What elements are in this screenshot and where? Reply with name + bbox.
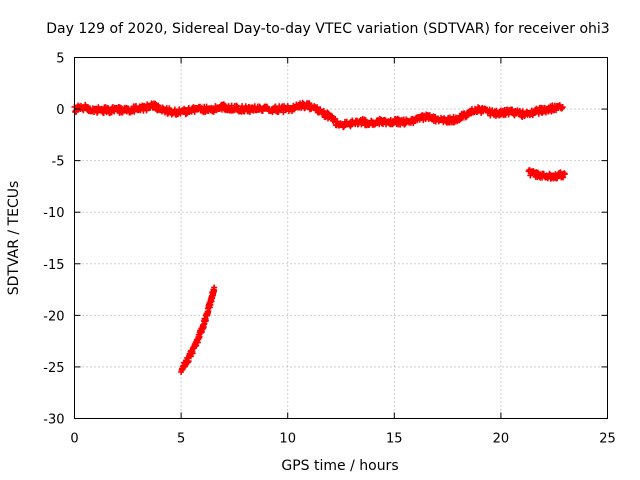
data-series (71, 99, 568, 375)
x-tick-label: 10 (279, 432, 296, 447)
axis-ticks: 0 5 10 15 20 25 5 0 -5 -10 -15 -20 -25 -30 (43, 52, 616, 447)
x-axis-label: GPS time / hours (281, 458, 398, 474)
series-steep-arc (178, 284, 218, 375)
y-tick-label: -15 (43, 258, 64, 273)
y-tick-label: 0 (56, 103, 64, 118)
data-point (211, 284, 218, 291)
y-tick-label: -30 (43, 413, 64, 428)
x-tick-label: 20 (493, 432, 510, 447)
y-tick-label: -10 (43, 206, 64, 221)
x-tick-label: 15 (386, 432, 403, 447)
data-point (332, 115, 339, 122)
y-tick-label: -5 (52, 155, 65, 170)
data-point (306, 100, 313, 107)
chart-title: Day 129 of 2020, Sidereal Day-to-day VTE… (46, 21, 609, 37)
y-axis-label: SDTVAR / TECUs (6, 181, 22, 296)
x-tick-label: 0 (70, 432, 78, 447)
series-main-arc (71, 99, 566, 131)
data-point (362, 117, 369, 124)
y-tick-label: -25 (43, 361, 64, 376)
y-tick-label: 5 (56, 52, 64, 67)
x-tick-label: 5 (177, 432, 185, 447)
data-point (559, 104, 566, 111)
plot-frame (74, 57, 608, 419)
y-tick-label: -20 (43, 309, 64, 324)
data-point (561, 171, 568, 178)
x-tick-label: 25 (599, 432, 616, 447)
series-offset-arc (525, 167, 568, 182)
